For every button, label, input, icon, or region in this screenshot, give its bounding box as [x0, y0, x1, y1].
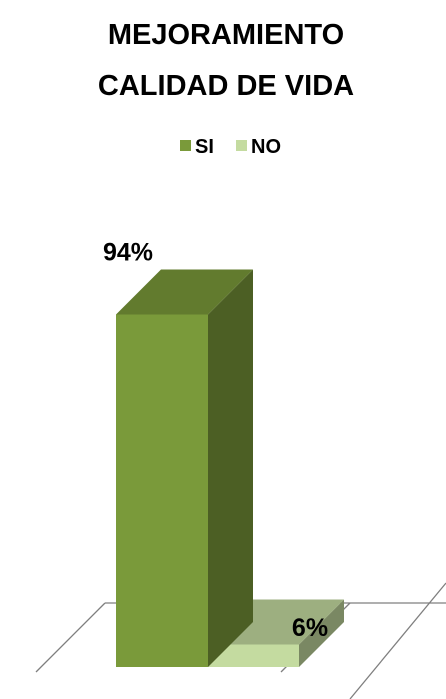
data-label-no: 6% [292, 614, 328, 642]
bar-si-side [208, 269, 253, 667]
bar-no-side [299, 599, 344, 667]
legend-swatch-no [236, 140, 247, 151]
bar-si [116, 269, 253, 667]
legend-swatch-si [180, 140, 191, 151]
chart-title-line-2: CALIDAD DE VIDA [98, 70, 354, 102]
floor-right-edge [349, 582, 446, 699]
bar-si-front [116, 314, 208, 667]
chart-legend: SI NO [180, 136, 281, 158]
bar-no-front [207, 644, 299, 667]
data-labels-layer: 6% 94% [103, 239, 328, 643]
bar-si-top [116, 269, 253, 315]
chart-title-line-1: MEJORAMIENTO [108, 19, 344, 51]
floor-left-edge [35, 602, 106, 673]
chart-title: MEJORAMIENTO CALIDAD DE VIDA [98, 19, 354, 102]
legend-label-no: NO [251, 136, 281, 158]
bars-layer [116, 269, 344, 667]
legend-label-si: SI [195, 136, 214, 158]
data-label-si: 94% [103, 239, 153, 267]
